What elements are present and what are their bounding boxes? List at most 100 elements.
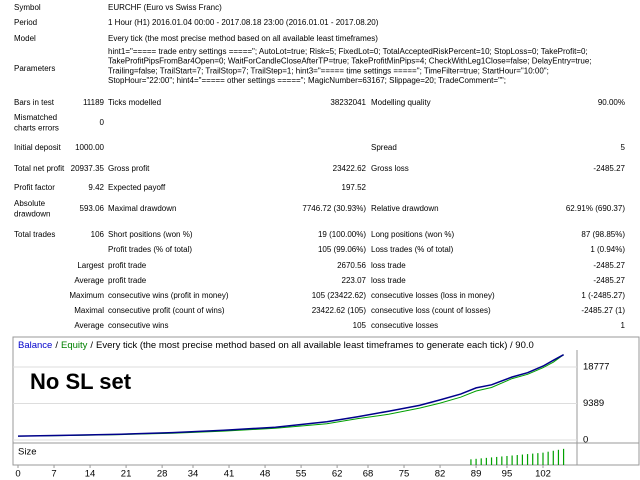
row-prefix: Largest xyxy=(77,261,104,270)
row-label: Profit trades (% of total) xyxy=(108,245,192,254)
row-label: Initial deposit xyxy=(14,143,61,152)
x-tick-label: 95 xyxy=(502,469,513,480)
row-label: profit trade xyxy=(108,261,147,270)
annotation: No SL set xyxy=(30,369,132,394)
x-tick-label: 14 xyxy=(85,469,96,480)
size-bar xyxy=(562,448,565,465)
x-tick-label: 7 xyxy=(51,469,56,480)
size-bar xyxy=(552,450,554,465)
row-value: -2485.27 xyxy=(593,164,625,173)
chart-header: Balance / Equity / Every tick (the most prec… xyxy=(18,340,534,351)
row-value: 223.07 xyxy=(342,276,367,285)
row-label: Short positions (won %) xyxy=(108,230,193,239)
row-value: -2485.27 xyxy=(593,276,625,285)
row-value: 1000.00 xyxy=(75,143,104,152)
row-label: Period xyxy=(14,18,37,27)
row-label: Total net profit xyxy=(14,164,65,173)
size-bar xyxy=(475,458,477,465)
row-label: Profit factor xyxy=(14,183,55,192)
row-prefix: Maximum xyxy=(69,291,104,300)
row-label: Gross loss xyxy=(371,164,409,173)
row-value: EURCHF (Euro vs Swiss Franc) xyxy=(108,3,222,12)
x-tick-label: 62 xyxy=(332,469,343,480)
row-value: 87 (98.85%) xyxy=(581,230,625,239)
row-label: Expected payoff xyxy=(108,183,166,192)
x-tick-label: 75 xyxy=(399,469,410,480)
row-value: 1 Hour (H1) 2016.01.04 00:00 - 2017.08.1… xyxy=(108,18,379,27)
size-bar xyxy=(490,457,493,465)
parameter-line: Trailing=false; TrailStart=7; TrailStop=… xyxy=(108,66,549,75)
row-value: 1 (-2485.27) xyxy=(581,291,625,300)
row-prefix: Average xyxy=(74,276,104,285)
row-value: 0 xyxy=(100,118,105,127)
size-bar xyxy=(480,458,482,465)
size-bar xyxy=(470,459,472,465)
row-value: 105 (99.06%) xyxy=(318,245,366,254)
size-label: Size xyxy=(18,447,36,458)
row-value: 2670.56 xyxy=(337,261,366,270)
row-value: 20937.35 xyxy=(71,164,105,173)
x-tick-label: 89 xyxy=(471,469,482,480)
row-label: Modelling quality xyxy=(371,98,431,107)
row-label: consecutive profit (count of wins) xyxy=(108,306,225,315)
size-bar xyxy=(532,453,534,465)
row-label: loss trade xyxy=(371,261,406,270)
row-value: 1 xyxy=(621,321,626,330)
row-label: Model xyxy=(14,34,36,43)
size-bar xyxy=(526,454,529,465)
row-value: 23422.62 xyxy=(333,164,367,173)
row-label: Parameters xyxy=(14,64,55,73)
x-tick-label: 102 xyxy=(535,469,551,480)
size-bar xyxy=(485,457,487,465)
row-label: consecutive loss (count of losses) xyxy=(371,306,491,315)
size-bar xyxy=(501,456,503,465)
row-value: 105 xyxy=(353,321,367,330)
row-prefix: Average xyxy=(74,321,104,330)
row-label: Mismatched charts errors xyxy=(14,113,59,133)
row-label: Symbol xyxy=(14,3,41,12)
row-value: 593.06 xyxy=(80,204,105,213)
row-label: Gross profit xyxy=(108,164,150,173)
header-text: Every tick (the most precise method base… xyxy=(96,340,534,351)
size-bar xyxy=(496,456,498,465)
row-label: Absolute drawdown xyxy=(14,199,50,219)
size-bar xyxy=(537,453,539,465)
row-value: 62.91% (690.37) xyxy=(566,204,625,213)
row-label: Bars in test xyxy=(14,98,55,107)
x-tick-label: 34 xyxy=(188,469,199,480)
parameter-line: TakeProfitPipsFromBar4Open=0; WaitForCan… xyxy=(108,57,592,66)
row-value: 7746.72 (30.93%) xyxy=(302,204,366,213)
row-label: consecutive losses xyxy=(371,321,438,330)
parameter-line: StopHour="22:00"; hint4="===== other set… xyxy=(108,76,506,85)
size-bar xyxy=(542,452,544,465)
row-prefix: Maximal xyxy=(74,306,104,315)
row-value: 90.00% xyxy=(598,98,625,107)
row-value: 38232041 xyxy=(330,98,366,107)
parameter-line: hint1="===== trade entry settings ====="… xyxy=(108,47,588,56)
legend-balance: Balance xyxy=(18,340,52,351)
row-value: 19 (100.00%) xyxy=(318,230,366,239)
x-tick-label: 48 xyxy=(260,469,271,480)
separator: / xyxy=(55,340,58,351)
row-value: 5 xyxy=(621,143,626,152)
row-label: loss trade xyxy=(371,276,406,285)
row-label: Long positions (won %) xyxy=(371,230,454,239)
row-value: -2485.27 xyxy=(593,261,625,270)
y-tick-label: 18777 xyxy=(583,361,609,372)
row-label: Total trades xyxy=(14,230,55,239)
separator: / xyxy=(90,340,93,351)
row-label: Ticks modelled xyxy=(108,98,161,107)
size-bar xyxy=(506,455,508,465)
y-tick-label: 0 xyxy=(583,435,588,446)
balance-line xyxy=(17,354,564,437)
chart-frame xyxy=(12,336,640,466)
row-value: 105 (23422.62) xyxy=(312,291,367,300)
x-tick-label: 82 xyxy=(435,469,446,480)
x-tick-label: 0 xyxy=(15,469,20,480)
row-label: Spread xyxy=(371,143,397,152)
row-label: consecutive losses (loss in money) xyxy=(371,291,495,300)
row-label: Loss trades (% of total) xyxy=(371,245,454,254)
x-tick-label: 21 xyxy=(121,469,132,480)
y-tick-label: 9389 xyxy=(583,398,604,409)
